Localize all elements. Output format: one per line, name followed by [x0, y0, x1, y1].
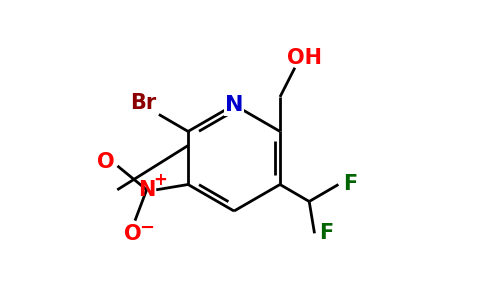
- Text: F: F: [343, 175, 357, 194]
- Text: +: +: [153, 171, 167, 189]
- Text: O: O: [123, 224, 141, 244]
- Text: −: −: [139, 218, 154, 236]
- Text: OH: OH: [287, 48, 322, 68]
- Text: O: O: [97, 152, 115, 172]
- Text: F: F: [319, 223, 333, 243]
- Text: Br: Br: [130, 93, 156, 113]
- Text: N: N: [138, 180, 155, 200]
- Text: N: N: [225, 95, 243, 115]
